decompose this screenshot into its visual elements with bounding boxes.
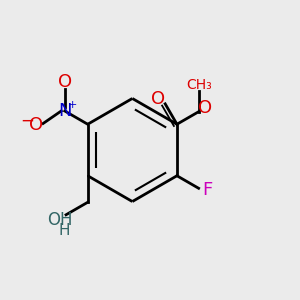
- Text: O: O: [151, 89, 165, 107]
- Text: +: +: [68, 100, 77, 110]
- Text: O: O: [198, 99, 212, 117]
- Text: O: O: [58, 74, 72, 92]
- Text: CH₃: CH₃: [186, 78, 211, 92]
- Text: O: O: [29, 116, 43, 134]
- Text: F: F: [202, 181, 212, 199]
- Text: −: −: [20, 112, 34, 130]
- Text: H: H: [59, 224, 70, 238]
- Text: OH: OH: [47, 211, 73, 229]
- Text: N: N: [58, 102, 71, 120]
